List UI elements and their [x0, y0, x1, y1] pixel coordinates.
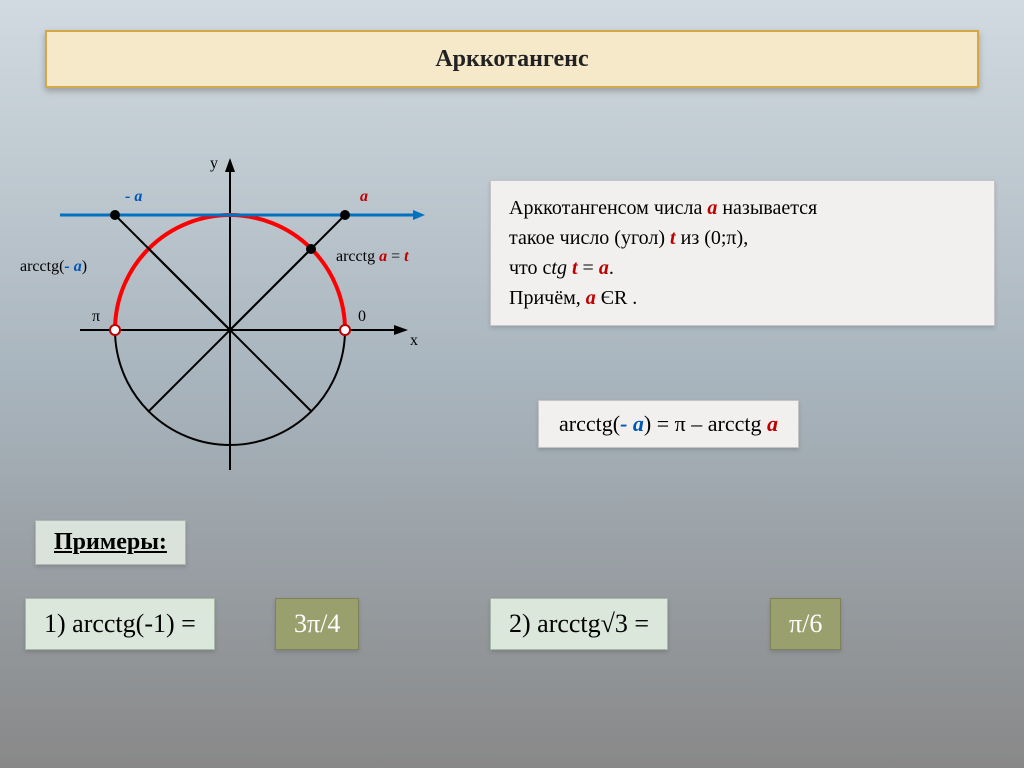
pos-a-label: а — [360, 188, 368, 206]
definition-line3: что сtg t = а. — [509, 253, 976, 283]
definition-line2: такое число (угол) t из (0;π), — [509, 223, 976, 253]
examples-heading: Примеры: — [35, 520, 186, 565]
example2-answer: π/6 — [770, 598, 841, 650]
x-axis-label: x — [410, 332, 418, 350]
example2-question: 2) arcctg√3 = — [490, 598, 668, 650]
diagram-svg — [20, 150, 440, 490]
definition-line1: Арккотангенсом числа а называется — [509, 193, 976, 223]
y-axis-label: y — [210, 155, 218, 173]
arcctg-a-label: arcctg а = t — [336, 248, 409, 266]
title-text: Арккотангенс — [435, 46, 588, 73]
example1-question: 1) arcctg(-1) = — [25, 598, 215, 650]
example1-answer: 3π/4 — [275, 598, 359, 650]
pi-label: π — [92, 308, 100, 326]
page-title: Арккотангенс — [45, 30, 979, 88]
definition-line4: Причём, а ЄR . — [509, 283, 976, 313]
definition-box: Арккотангенсом числа а называется такое … — [490, 180, 995, 326]
unit-circle-diagram: y x - а а arcctg(- а) arcctg а = t π 0 — [20, 150, 440, 490]
zero-label: 0 — [358, 308, 366, 326]
neg-a-label: - а — [125, 188, 142, 206]
arcctg-neg-a-label: arcctg(- а) — [20, 258, 87, 276]
formula-box: arcctg(- а) = π – arcctg а — [538, 400, 799, 448]
